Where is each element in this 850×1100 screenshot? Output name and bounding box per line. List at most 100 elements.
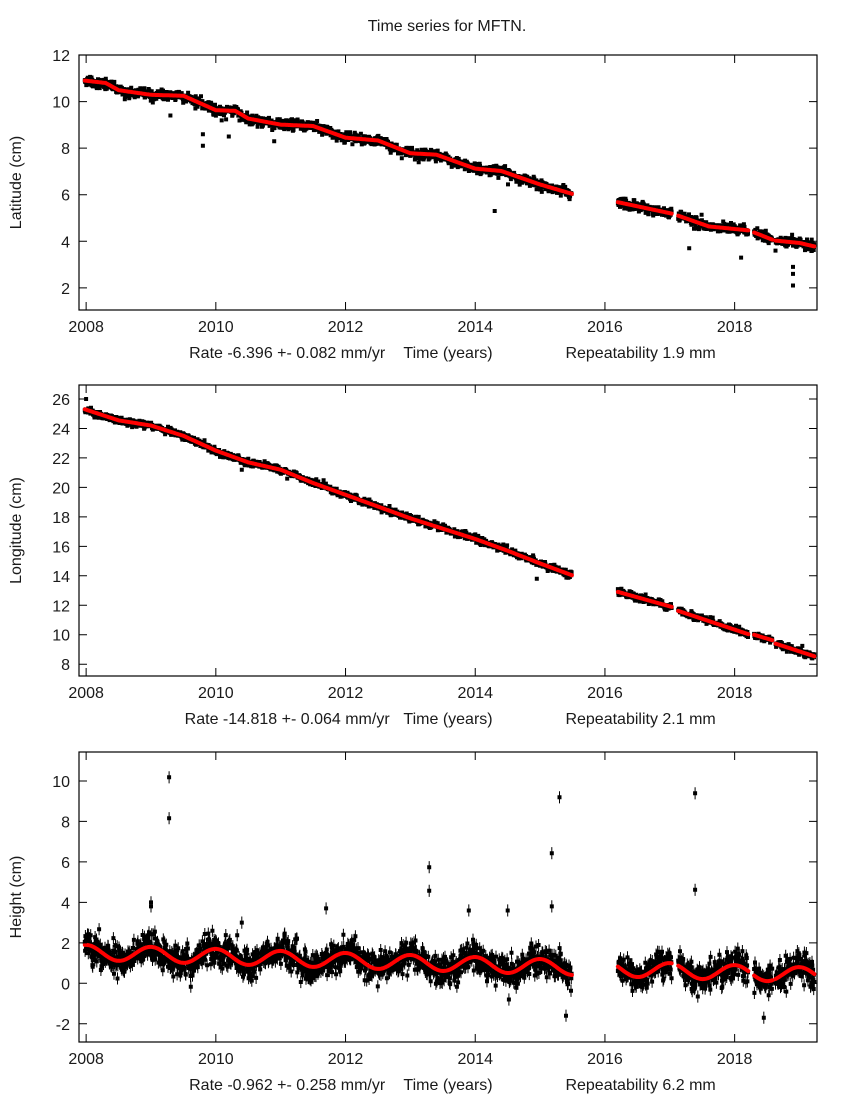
y-tick-label: 16 <box>52 539 70 556</box>
y-tick-label: 10 <box>52 95 70 112</box>
y-tick-label: 8 <box>61 657 70 674</box>
data-point <box>773 248 778 253</box>
y-tick-label: 4 <box>61 234 70 251</box>
y-tick-label: 8 <box>61 141 70 158</box>
data-point <box>699 212 704 217</box>
data-point <box>755 226 760 231</box>
data-points <box>82 771 817 1024</box>
data-point <box>111 932 116 945</box>
y-tick-label: 12 <box>52 598 70 615</box>
data-point <box>149 89 154 94</box>
data-point <box>142 86 147 91</box>
x-tick-label: 2016 <box>587 685 623 702</box>
x-tick-label: 2016 <box>587 319 623 336</box>
data-point <box>350 142 355 147</box>
repeatability-label: Repeatability 2.1 mm <box>565 711 715 728</box>
data-point <box>115 972 120 985</box>
data-point <box>506 182 510 187</box>
y-axis-label: Longitude (cm) <box>8 477 25 584</box>
data-point <box>416 160 421 165</box>
data-point <box>646 212 651 217</box>
data-point <box>199 94 203 99</box>
data-point <box>272 139 277 144</box>
fit-line <box>676 608 751 637</box>
data-point <box>237 118 242 123</box>
repeatability-label: Repeatability 1.9 mm <box>565 345 715 362</box>
data-point <box>226 134 231 139</box>
data-point <box>315 119 320 123</box>
data-point <box>166 97 170 102</box>
data-point <box>412 157 417 162</box>
y-tick-label: 6 <box>61 188 70 205</box>
data-point <box>643 592 648 597</box>
data-point <box>539 189 544 194</box>
data-point <box>209 101 214 106</box>
data-point <box>682 211 687 216</box>
y-tick-label: 26 <box>52 392 70 409</box>
data-point <box>433 159 438 164</box>
data-point <box>558 193 563 198</box>
y-tick-label: 20 <box>52 480 70 497</box>
data-point <box>239 467 244 472</box>
data-point <box>219 118 224 123</box>
x-tick-label: 2008 <box>68 685 104 702</box>
panel-longitude: 2008 2010 2012 2014 2016 20188101214161820222… <box>8 384 818 728</box>
data-point <box>112 79 117 84</box>
data-point <box>399 156 404 161</box>
data-point <box>687 246 692 251</box>
data-point <box>503 164 508 169</box>
y-tick-label: 24 <box>52 421 70 438</box>
data-point <box>291 127 296 132</box>
data-point <box>97 923 102 936</box>
data-point <box>739 255 744 260</box>
data-point <box>791 264 795 269</box>
data-points <box>82 74 817 288</box>
x-axis-label: Time (years) <box>403 345 492 362</box>
x-tick-label: 2010 <box>198 319 234 336</box>
data-point <box>168 113 173 118</box>
y-tick-label: 2 <box>61 281 70 298</box>
data-point <box>213 102 217 107</box>
panel-latitude: 2008 2010 2012 2014 2016 2018 2 4 6 8 10 12 Latitude… <box>8 48 818 362</box>
data-point <box>496 175 501 180</box>
data-point <box>809 237 814 242</box>
data-point <box>791 271 795 276</box>
y-axis-label: Latitude (cm) <box>8 136 25 229</box>
data-point <box>505 543 510 548</box>
data-point <box>534 576 539 581</box>
data-point <box>710 615 715 620</box>
rate-label: Rate -14.818 +- 0.064 mm/yr <box>185 711 391 728</box>
data-point <box>416 514 421 519</box>
x-tick-label: 2010 <box>198 685 234 702</box>
x-tick-label: 2018 <box>717 685 753 702</box>
y-tick-label: 10 <box>52 628 70 645</box>
data-point <box>200 132 205 137</box>
data-point <box>285 476 290 481</box>
x-tick-label: 2014 <box>457 319 493 336</box>
y-tick-label: 14 <box>52 569 70 586</box>
data-point <box>791 283 795 288</box>
x-axis-label: Time (years) <box>403 711 492 728</box>
data-point <box>245 110 250 115</box>
data-point <box>790 232 795 237</box>
data-point <box>255 124 260 129</box>
data-point <box>320 132 325 137</box>
x-tick-label: 2012 <box>328 685 364 702</box>
x-tick-label: 2018 <box>717 319 753 336</box>
data-point <box>763 228 768 233</box>
y-tick-label: 18 <box>52 510 70 527</box>
data-point <box>150 100 155 105</box>
data-point <box>805 237 809 242</box>
data-point <box>800 643 805 648</box>
x-tick-label: 2008 <box>68 319 104 336</box>
panel-height: 2008 2010 2012 2014 2016 2018-20246810Height … <box>8 751 818 1094</box>
x-tick-label: 2012 <box>328 319 364 336</box>
data-point <box>387 504 392 508</box>
data-point <box>492 209 497 213</box>
data-point <box>501 542 506 547</box>
x-tick-label: 2014 <box>457 685 493 702</box>
data-point <box>435 148 440 153</box>
data-point <box>321 478 326 483</box>
y-tick-label: 12 <box>52 48 70 65</box>
